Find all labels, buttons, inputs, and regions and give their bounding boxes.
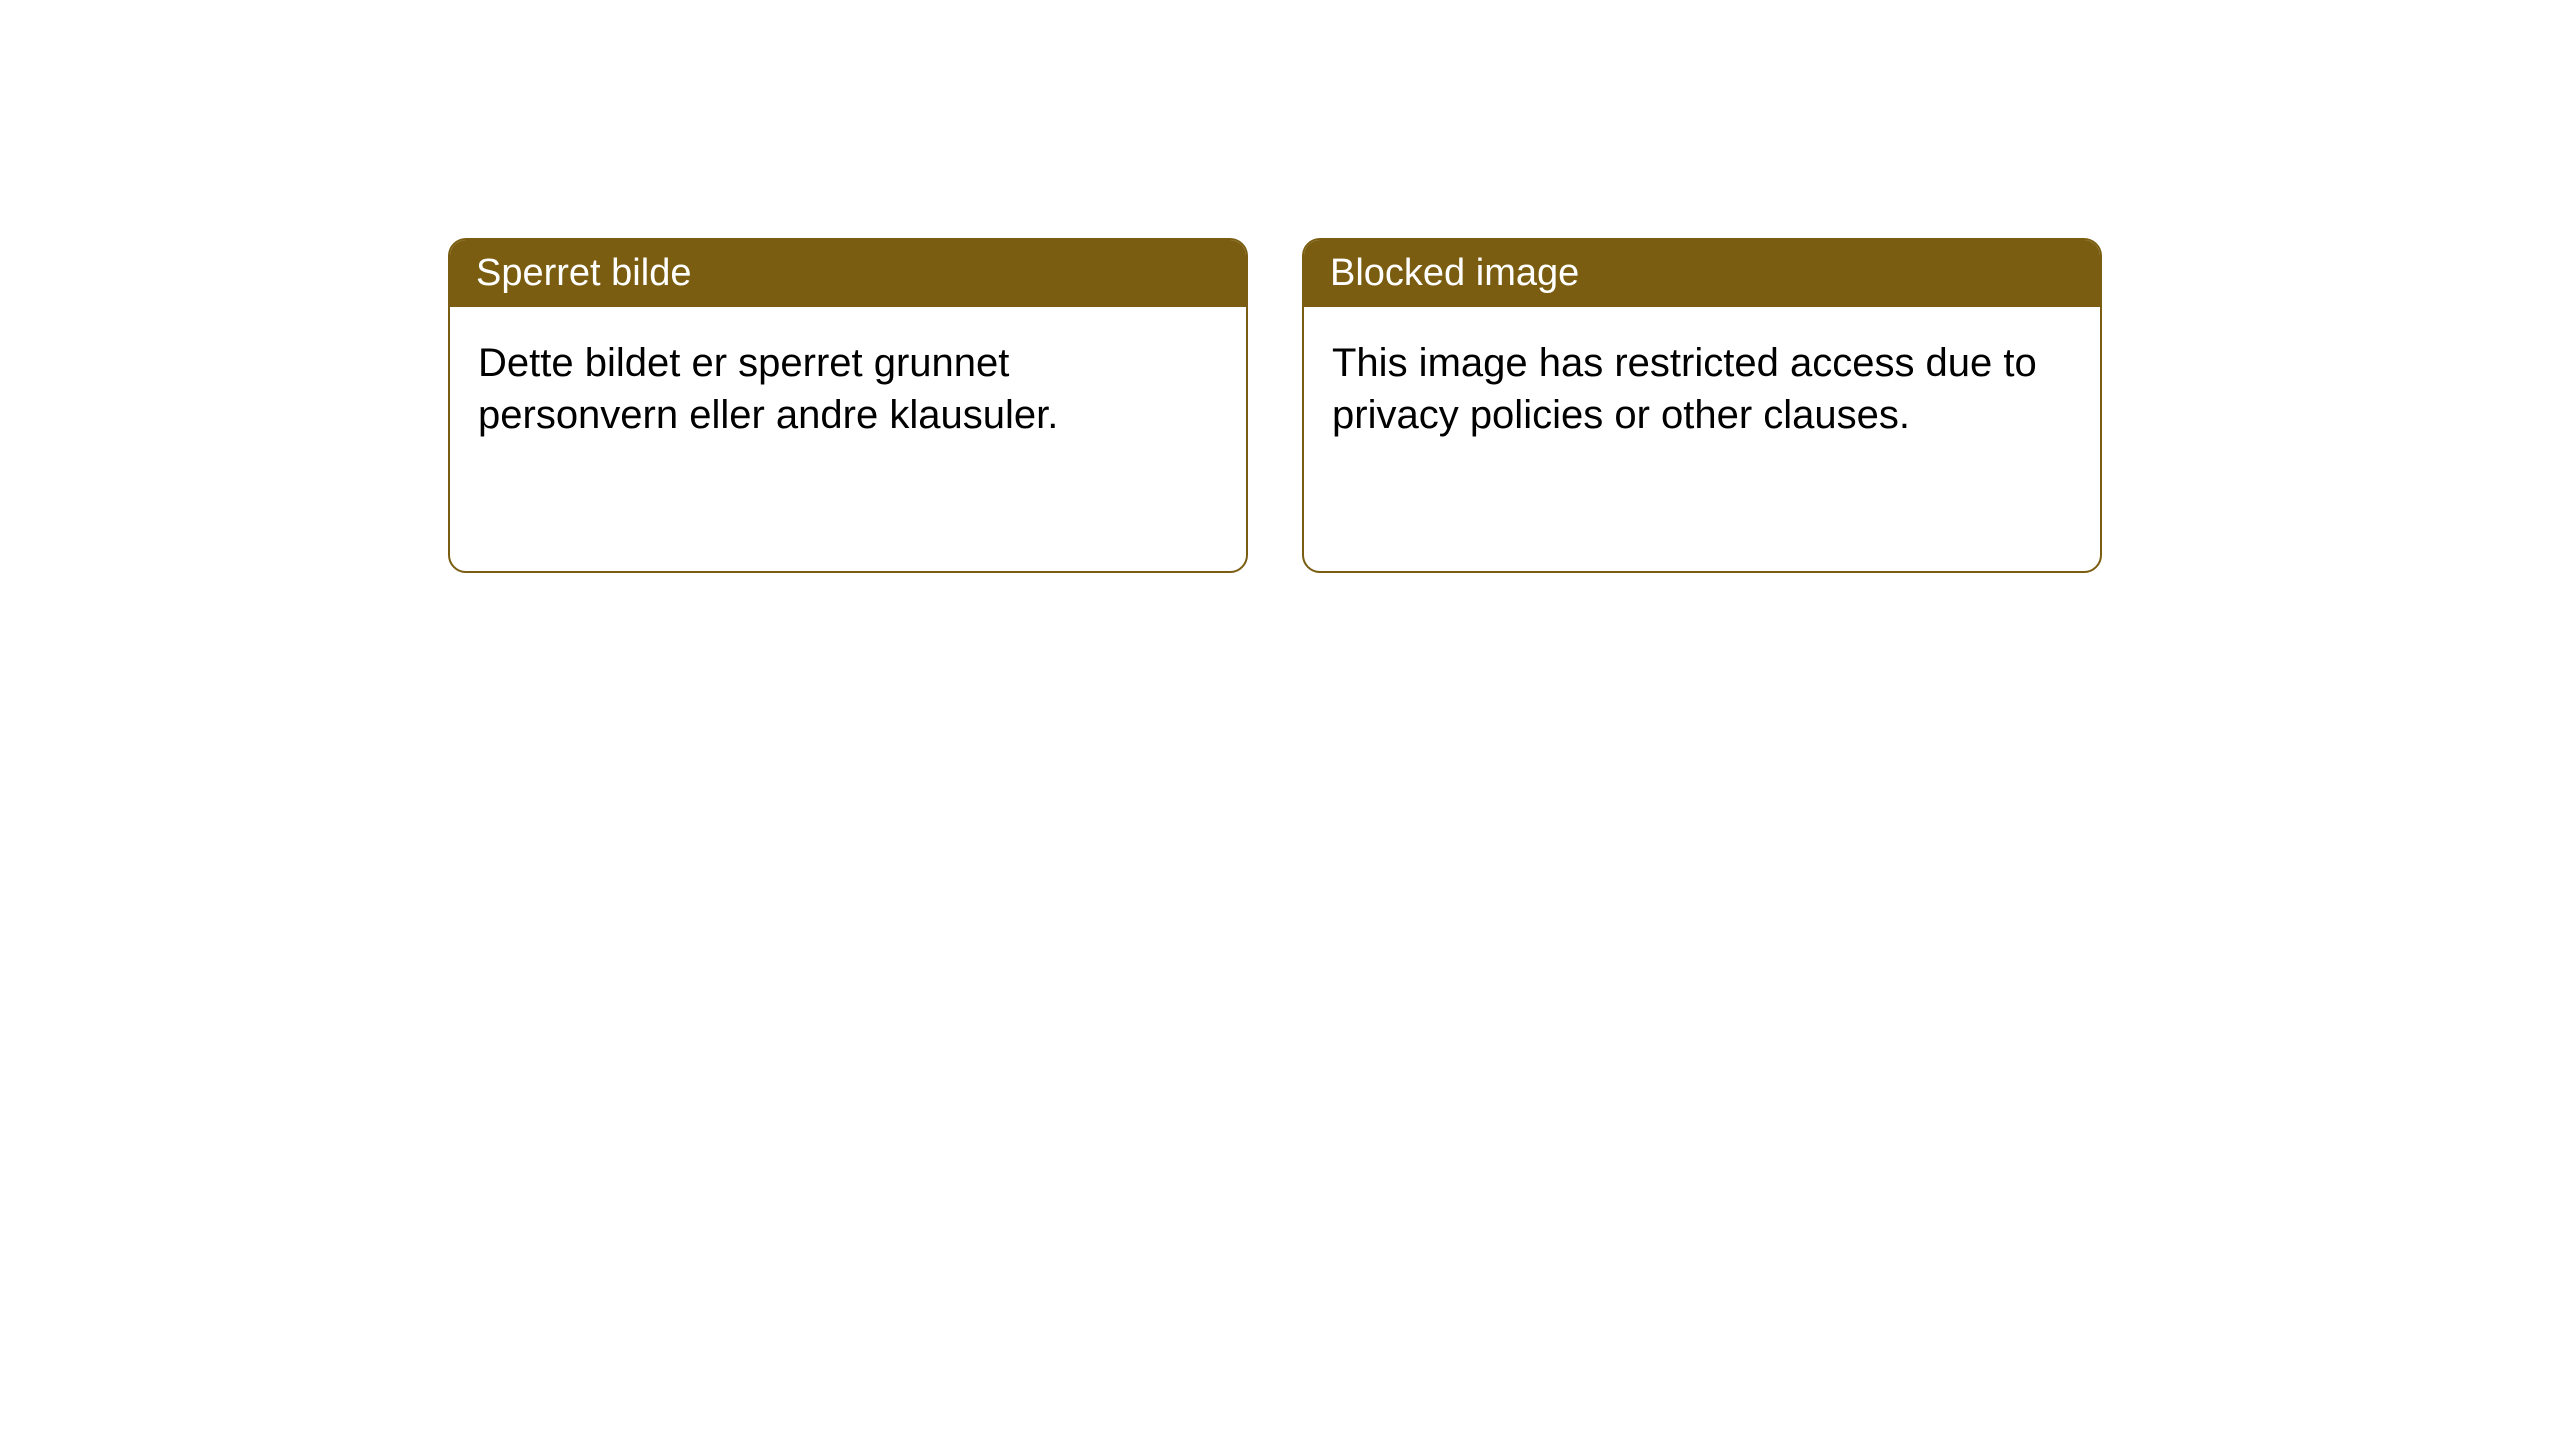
cards-container: Sperret bilde Dette bildet er sperret gr… [0,0,2560,573]
card-body-no: Dette bildet er sperret grunnet personve… [450,307,1246,471]
blocked-image-card-no: Sperret bilde Dette bildet er sperret gr… [448,238,1248,573]
card-header-en: Blocked image [1304,240,2100,307]
blocked-image-card-en: Blocked image This image has restricted … [1302,238,2102,573]
card-header-no: Sperret bilde [450,240,1246,307]
card-body-en: This image has restricted access due to … [1304,307,2100,471]
